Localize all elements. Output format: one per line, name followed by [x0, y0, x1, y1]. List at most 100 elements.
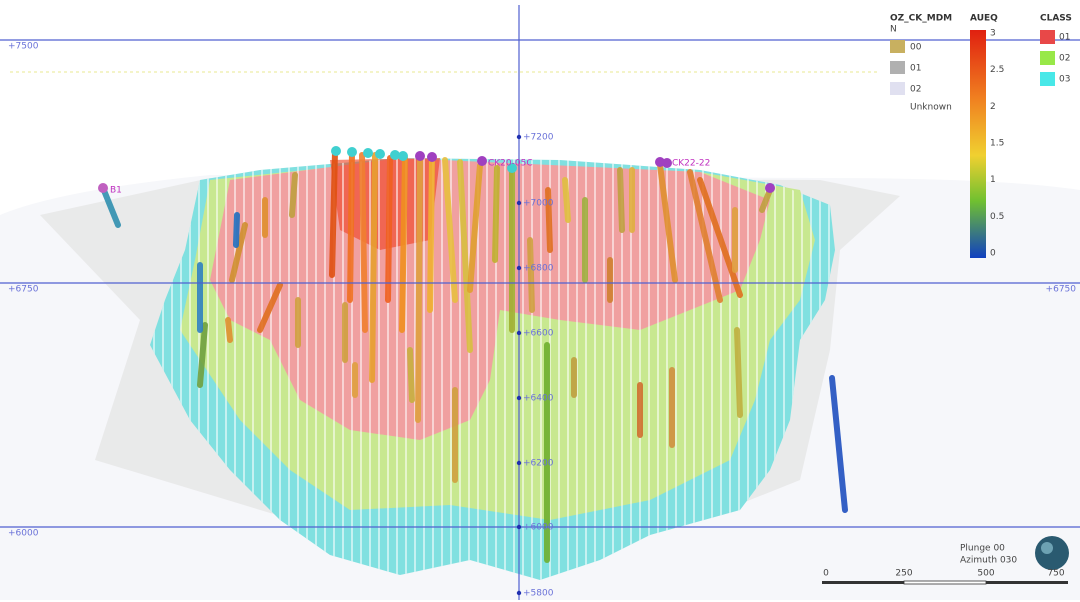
color-bar-label: 2.5: [990, 65, 1004, 75]
collar: [662, 158, 672, 168]
collar: [347, 147, 357, 157]
drillhole: [467, 162, 483, 293]
drillhole: [617, 167, 625, 233]
legend-item: 01: [910, 64, 921, 74]
legend-item: 01: [1059, 33, 1070, 43]
drillhole: [197, 322, 208, 388]
elevation-label: +6200: [523, 459, 554, 469]
drillhole: [759, 187, 773, 213]
drillhole: [427, 157, 435, 313]
drillhole: [657, 162, 678, 283]
collar: [765, 183, 775, 193]
drillhole: [359, 152, 368, 333]
drillhole: [457, 159, 473, 353]
legend-item: 03: [1059, 75, 1070, 85]
drillhole: [545, 187, 553, 253]
elevation-label: +7000: [523, 199, 554, 209]
swatch: [890, 61, 905, 74]
legend-item: Unknown: [910, 103, 952, 113]
color-bar: [970, 30, 986, 258]
orientation-globe: [1035, 536, 1069, 570]
drillhole: [100, 185, 121, 228]
color-bar-ticks: 3 2.5 2 1.5 1 0.5 0: [990, 29, 1004, 259]
swatch: [890, 82, 905, 95]
legend-title: AUEQ: [970, 14, 998, 24]
collar: [98, 183, 108, 193]
grid-label: +6750: [8, 285, 39, 295]
plunge: Plunge 00: [960, 544, 1005, 554]
swatch: [1040, 30, 1055, 44]
grid-label: +7500: [8, 42, 39, 52]
axis-dot: [516, 330, 522, 336]
scale-label: 750: [1047, 569, 1064, 579]
legend-item: 00: [910, 43, 922, 53]
elevation-label: +6000: [523, 523, 554, 533]
grid-label: +6750: [1046, 285, 1077, 295]
axis-dot: [516, 590, 522, 596]
scale-label: 500: [977, 569, 994, 579]
scale-label: 250: [895, 569, 912, 579]
axis-dot: [516, 460, 522, 466]
drillhole: [829, 375, 848, 513]
legend-oz: OZ_CK_MDM N 00 01 02 Unknown: [890, 14, 952, 113]
legend-item: 02: [910, 85, 921, 95]
hole-label: CK22-22: [672, 159, 710, 169]
elevation-label: +7200: [523, 133, 554, 143]
drillhole: [347, 149, 355, 303]
collar: [507, 163, 517, 173]
legend-title: OZ_CK_MDM: [890, 14, 952, 24]
elevation-label: +6600: [523, 329, 554, 339]
drillhole: [734, 327, 743, 418]
drillhole: [385, 155, 393, 303]
legend-subtitle: N: [890, 25, 897, 35]
drillhole: [399, 155, 408, 333]
color-bar-label: 2: [990, 102, 996, 112]
swatch: [1040, 72, 1055, 86]
drillhole: [225, 317, 233, 343]
globe-highlight: [1041, 542, 1053, 554]
scale-segment: [903, 580, 987, 585]
drillhole: [442, 157, 458, 303]
azimuth: Azimuth 030: [960, 556, 1017, 566]
axis-dot: [516, 524, 522, 530]
collar: [398, 151, 408, 161]
drillhole: [329, 149, 338, 278]
drillholes: [98, 146, 848, 563]
color-bar-label: 3: [990, 29, 996, 39]
grid-label: +6000: [8, 529, 39, 539]
color-bar-label: 1: [990, 175, 996, 185]
scale-segment: [822, 581, 904, 584]
collar: [477, 156, 487, 166]
drillhole: [229, 222, 248, 283]
scale-segment: [986, 581, 1068, 584]
drillhole: [527, 237, 535, 313]
swatch: [1040, 51, 1055, 65]
collar: [427, 152, 437, 162]
collar: [375, 149, 385, 159]
drillhole: [289, 172, 298, 218]
collar: [331, 146, 341, 156]
drillhole: [407, 347, 415, 403]
drillhole: [687, 169, 723, 303]
collar: [390, 150, 400, 160]
hole-label: CK20-05C: [488, 159, 533, 169]
collar: [415, 151, 425, 161]
axis-dot: [516, 134, 522, 140]
drillhole: [369, 152, 378, 383]
legend-class: CLASS 01 02 03: [1040, 14, 1072, 86]
elevation-axis: +7200 +7000 +6800 +6600 +6400 +6200 +6000 +5800: [516, 133, 554, 599]
color-bar-label: 1.5: [990, 139, 1004, 149]
model: [0, 158, 1080, 600]
drillhole: [562, 177, 571, 223]
hole-label: B1: [110, 186, 122, 196]
legend-item: 02: [1059, 54, 1070, 64]
legend-title: CLASS: [1040, 14, 1072, 24]
color-bar-label: 0.5: [990, 212, 1004, 222]
scale-bar: 0 250 500 750: [822, 569, 1068, 585]
legend-aueq: AUEQ 3 2.5 2 1.5 1 0.5 0: [970, 14, 1004, 259]
drillhole: [415, 157, 423, 423]
scale-label: 0: [823, 569, 829, 579]
color-bar-label: 0: [990, 249, 996, 259]
axis-dot: [516, 395, 522, 401]
